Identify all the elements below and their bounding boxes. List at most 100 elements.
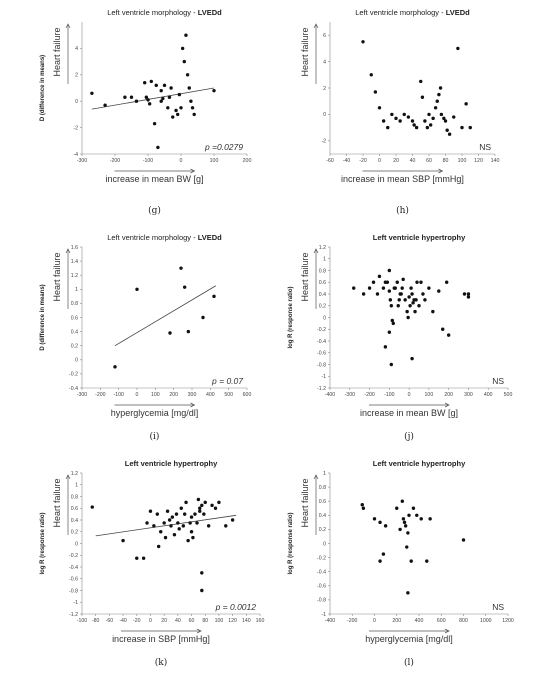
data-point bbox=[146, 98, 150, 102]
panel-caption: (h) bbox=[396, 205, 409, 216]
data-point bbox=[381, 552, 386, 556]
data-point bbox=[411, 506, 416, 510]
data-point bbox=[187, 86, 191, 90]
up-arrow-head-icon bbox=[65, 474, 71, 480]
data-point bbox=[185, 73, 190, 77]
y-tick-label: -4 bbox=[73, 152, 78, 158]
x-tick-label: 140 bbox=[242, 618, 251, 624]
data-point bbox=[90, 91, 94, 95]
x-tick-label: -200 bbox=[347, 618, 357, 624]
data-point bbox=[168, 331, 172, 335]
heart-failure-label: Heart failure bbox=[52, 478, 62, 527]
data-point bbox=[381, 119, 386, 123]
data-point bbox=[156, 145, 160, 150]
y-tick-label: 0.4 bbox=[71, 518, 78, 524]
data-point bbox=[421, 292, 425, 296]
panel-caption: (k) bbox=[155, 657, 167, 668]
data-point bbox=[198, 506, 202, 510]
x-tick-label: -200 bbox=[110, 158, 120, 164]
data-point bbox=[134, 99, 139, 103]
data-point bbox=[419, 280, 423, 284]
data-point bbox=[428, 123, 433, 127]
data-point bbox=[179, 506, 183, 510]
y-axis-label: log R (response ratio) bbox=[288, 512, 294, 574]
x-tick-label: 600 bbox=[437, 618, 446, 624]
data-point bbox=[403, 524, 408, 528]
data-point bbox=[200, 571, 204, 575]
data-point bbox=[192, 112, 196, 117]
data-point bbox=[198, 509, 202, 513]
y-tick-label: -0.8 bbox=[317, 362, 326, 368]
x-tick-label: -60 bbox=[326, 158, 334, 164]
data-point bbox=[191, 535, 195, 540]
chart-title-prefix: Left ventricle morphology - bbox=[107, 233, 197, 242]
x-tick-label: -300 bbox=[345, 392, 355, 398]
data-point bbox=[395, 506, 399, 510]
data-point bbox=[431, 309, 435, 314]
y-tick-label: -0.2 bbox=[317, 555, 326, 561]
data-point bbox=[410, 356, 414, 361]
x-tick-label: 80 bbox=[202, 618, 208, 624]
data-point bbox=[159, 88, 163, 93]
chart-title: Left ventricle morphology - LVEDd bbox=[355, 8, 470, 17]
data-point bbox=[437, 289, 441, 293]
chart-title-prefix: Left ventricle morphology - bbox=[355, 8, 445, 17]
y-tick-label: 1.2 bbox=[319, 245, 326, 251]
data-point bbox=[439, 112, 444, 117]
data-point bbox=[135, 556, 139, 560]
data-point bbox=[179, 106, 183, 110]
x-tick-label: 200 bbox=[392, 618, 401, 624]
data-point bbox=[414, 298, 418, 302]
data-point bbox=[461, 538, 466, 542]
data-point bbox=[213, 506, 218, 510]
data-point bbox=[144, 95, 149, 99]
x-tick-label: 20 bbox=[161, 618, 167, 624]
data-point bbox=[456, 46, 460, 51]
data-point bbox=[156, 544, 161, 549]
up-arrow-head-icon bbox=[65, 23, 71, 29]
data-point bbox=[388, 298, 393, 302]
data-point bbox=[135, 287, 139, 291]
data-point bbox=[398, 119, 402, 123]
data-point bbox=[387, 330, 392, 334]
data-point bbox=[409, 559, 413, 563]
regression-line bbox=[95, 514, 237, 537]
y-tick-label: 1.2 bbox=[71, 273, 78, 279]
y-tick-label: -1 bbox=[321, 612, 326, 618]
data-point bbox=[352, 286, 356, 290]
x-tick-label: 100 bbox=[210, 158, 219, 164]
data-point bbox=[394, 116, 398, 121]
data-point bbox=[390, 318, 394, 323]
chart-svg: Left ventricle morphology - LVEDd -300 -20… bbox=[40, 233, 251, 442]
y-tick-label: 0.8 bbox=[71, 301, 78, 307]
data-point bbox=[420, 95, 425, 99]
data-point bbox=[179, 266, 183, 270]
chart-title: Left ventricle hypertrophy bbox=[125, 459, 218, 468]
chart-svg: Left ventricle hypertrophy-100 -80 -60 -40-… bbox=[40, 459, 264, 668]
y-tick-label: 0.2 bbox=[71, 530, 78, 536]
data-point bbox=[452, 115, 456, 119]
y-tick-label: -1 bbox=[73, 600, 78, 606]
data-point bbox=[212, 294, 216, 299]
data-point bbox=[361, 292, 366, 296]
x-tick-label: 200 bbox=[169, 392, 178, 398]
y-tick-label: -0.8 bbox=[317, 598, 326, 604]
x-tick-label: 120 bbox=[474, 158, 483, 164]
data-point bbox=[373, 90, 378, 94]
x-tick-label: 400 bbox=[206, 392, 215, 398]
heart-failure-label: Heart failure bbox=[52, 27, 62, 76]
data-point bbox=[406, 531, 410, 535]
data-point bbox=[377, 106, 382, 110]
y-tick-label: 0.8 bbox=[319, 485, 326, 491]
data-point bbox=[408, 304, 412, 308]
data-point bbox=[361, 506, 366, 510]
data-point bbox=[411, 301, 415, 305]
data-point bbox=[466, 295, 471, 299]
data-point bbox=[369, 73, 373, 77]
chart-title-bold: LVEDd bbox=[198, 8, 222, 17]
data-point bbox=[445, 128, 449, 132]
data-point bbox=[409, 286, 413, 290]
data-point bbox=[159, 530, 163, 534]
data-point bbox=[466, 292, 471, 296]
data-point bbox=[360, 503, 364, 507]
